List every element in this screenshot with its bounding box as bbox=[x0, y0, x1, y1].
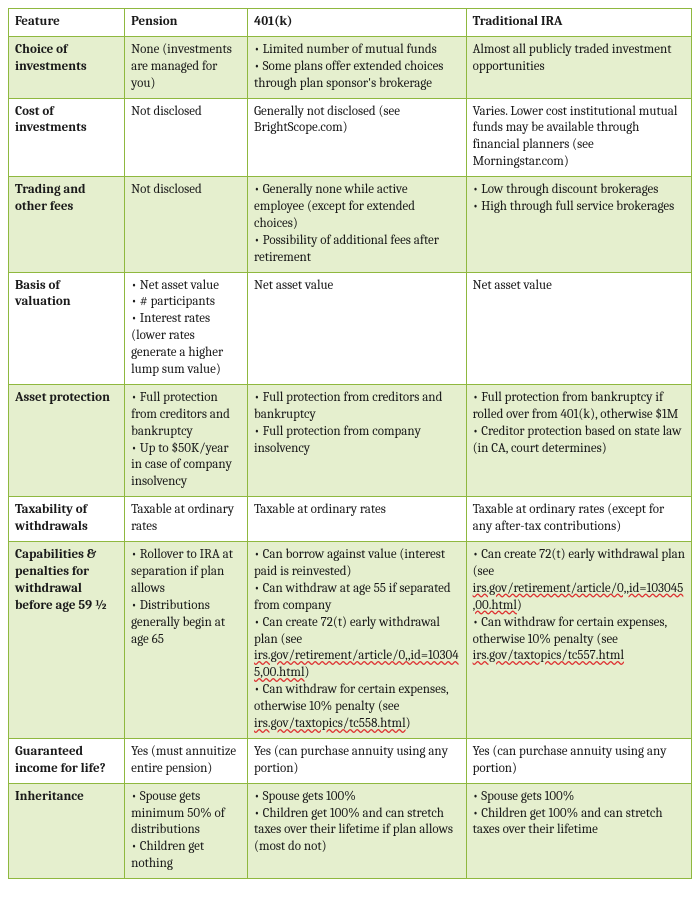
comparison-table: Feature Pension 401(k) Traditional IRA C… bbox=[8, 8, 692, 879]
cell-ira: • Full protection from bankruptcy if rol… bbox=[466, 384, 691, 496]
cell-pension: • Net asset value• # participants• Inter… bbox=[125, 272, 248, 384]
table-row: Choice of investmentsNone (investments a… bbox=[9, 36, 692, 98]
cell-pension: Not disclosed bbox=[125, 98, 248, 177]
cell-ira: Almost all publicly traded investment op… bbox=[466, 36, 691, 98]
cell-ira: • Low through discount brokerages• High … bbox=[466, 177, 691, 272]
cell-pension: • Full protection from creditors and ban… bbox=[125, 384, 248, 496]
cell-pension: Taxable at ordinary rates bbox=[125, 497, 248, 542]
cell-k401: • Can borrow against value (interest pai… bbox=[248, 542, 467, 739]
table-body: Choice of investmentsNone (investments a… bbox=[9, 36, 692, 878]
cell-k401: Taxable at ordinary rates bbox=[248, 497, 467, 542]
table-row: Cost of investmentsNot disclosedGenerall… bbox=[9, 98, 692, 177]
col-header-401k: 401(k) bbox=[248, 9, 467, 37]
cell-k401: • Limited number of mutual funds• Some p… bbox=[248, 36, 467, 98]
row-header: Trading and other fees bbox=[9, 177, 125, 272]
cell-k401: Generally not disclosed (see BrightScope… bbox=[248, 98, 467, 177]
row-header: Asset protection bbox=[9, 384, 125, 496]
cell-ira: • Can create 72(t) early withdrawal plan… bbox=[466, 542, 691, 739]
row-header: Inheritance bbox=[9, 783, 125, 878]
table-row: Basis of valuation• Net asset value• # p… bbox=[9, 272, 692, 384]
cell-k401: Yes (can purchase annuity using any port… bbox=[248, 738, 467, 783]
row-header: Taxability of withdrawals bbox=[9, 497, 125, 542]
cell-ira: Net asset value bbox=[466, 272, 691, 384]
row-header: Guaranteed income for life? bbox=[9, 738, 125, 783]
cell-pension: None (investments are managed for you) bbox=[125, 36, 248, 98]
col-header-ira: Traditional IRA bbox=[466, 9, 691, 37]
cell-k401: • Full protection from creditors and ban… bbox=[248, 384, 467, 496]
cell-k401: • Spouse gets 100%• Children get 100% an… bbox=[248, 783, 467, 878]
cell-pension: • Spouse gets minimum 50% of distributio… bbox=[125, 783, 248, 878]
cell-ira: • Spouse gets 100%• Children get 100% an… bbox=[466, 783, 691, 878]
cell-k401: Net asset value bbox=[248, 272, 467, 384]
col-header-feature: Feature bbox=[9, 9, 125, 37]
row-header: Cost of investments bbox=[9, 98, 125, 177]
cell-k401: • Generally none while active employee (… bbox=[248, 177, 467, 272]
row-header: Choice of investments bbox=[9, 36, 125, 98]
cell-pension: Yes (must annuitize entire pension) bbox=[125, 738, 248, 783]
cell-ira: Varies. Lower cost institutional mutual … bbox=[466, 98, 691, 177]
table-header-row: Feature Pension 401(k) Traditional IRA bbox=[9, 9, 692, 37]
table-row: Guaranteed income for life?Yes (must ann… bbox=[9, 738, 692, 783]
cell-pension: Not disclosed bbox=[125, 177, 248, 272]
cell-ira: Yes (can purchase annuity using any port… bbox=[466, 738, 691, 783]
table-row: Taxability of withdrawalsTaxable at ordi… bbox=[9, 497, 692, 542]
row-header: Capabilities & penalties for withdrawal … bbox=[9, 542, 125, 739]
cell-pension: • Rollover to IRA at separation if plan … bbox=[125, 542, 248, 739]
row-header: Basis of valuation bbox=[9, 272, 125, 384]
table-row: Asset protection• Full protection from c… bbox=[9, 384, 692, 496]
col-header-pension: Pension bbox=[125, 9, 248, 37]
cell-ira: Taxable at ordinary rates (except for an… bbox=[466, 497, 691, 542]
table-row: Inheritance• Spouse gets minimum 50% of … bbox=[9, 783, 692, 878]
table-row: Trading and other feesNot disclosed• Gen… bbox=[9, 177, 692, 272]
table-row: Capabilities & penalties for withdrawal … bbox=[9, 542, 692, 739]
